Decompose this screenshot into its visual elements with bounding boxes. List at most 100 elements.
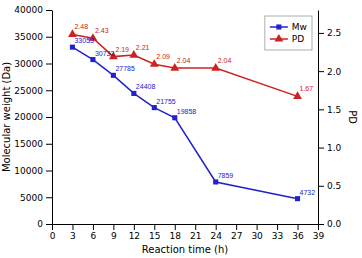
point — [295, 196, 300, 201]
tick: 20000 — [14, 112, 52, 122]
tick: 21 — [190, 224, 201, 241]
legend-box — [265, 16, 312, 50]
tick: 33 — [272, 224, 283, 241]
tick-label: 3 — [70, 231, 76, 241]
marks — [68, 29, 302, 201]
tick-mark — [46, 224, 52, 225]
tick: 24 — [210, 224, 222, 241]
tick-mark — [52, 224, 53, 230]
tick-label: 6 — [91, 231, 97, 241]
point — [111, 73, 116, 78]
tick-label: 0.0 — [327, 219, 342, 229]
tick-label: 20000 — [14, 112, 43, 122]
tick: 6 — [91, 224, 97, 241]
tick-label: 30 — [251, 231, 263, 241]
tick-label: 35000 — [14, 32, 43, 42]
tick: 18 — [170, 224, 182, 241]
legend-item: Mw — [270, 22, 307, 32]
y-axis-title: Molecular weight (Da) — [1, 62, 12, 172]
data-label: 21755 — [156, 98, 176, 105]
tick: 12 — [129, 224, 140, 241]
tick: 27 — [231, 224, 242, 241]
tick-label: 33 — [272, 231, 283, 241]
tick: 15000 — [14, 139, 52, 149]
tick: 0.5 — [318, 181, 341, 191]
point — [293, 91, 302, 99]
data-label: 2.04 — [218, 57, 232, 64]
tick-label: 1.0 — [327, 143, 342, 153]
tick-mark — [46, 37, 52, 38]
tick-mark — [46, 197, 52, 198]
tick-mark — [236, 224, 237, 230]
axis-line — [318, 11, 319, 225]
tick-label: 2.0 — [327, 67, 342, 77]
legend-label: PD — [292, 34, 304, 44]
tick: 1.5 — [318, 105, 341, 115]
tick-label: 18 — [170, 231, 182, 241]
data-label: 19858 — [177, 108, 197, 115]
data-label: 27785 — [115, 65, 135, 72]
data-label: 33053 — [74, 37, 94, 44]
data-label: 4732 — [300, 189, 316, 196]
tick-label: 10000 — [14, 166, 43, 176]
y2-axis-title: PD — [347, 110, 358, 124]
tick: 9 — [111, 224, 117, 241]
point — [90, 57, 95, 62]
tick-label: 1.5 — [327, 105, 341, 115]
tick: 0 — [37, 219, 52, 229]
tick-label: 27 — [231, 231, 242, 241]
tick: 3 — [70, 224, 76, 241]
data-label: 2.43 — [95, 27, 109, 34]
series-line — [72, 47, 297, 199]
tick-label: 0.5 — [327, 181, 341, 191]
tick-mark — [46, 10, 52, 11]
tick-mark — [216, 224, 217, 230]
point — [150, 59, 159, 67]
tick-label: 30000 — [14, 59, 43, 69]
point — [70, 45, 75, 50]
data-label: 2.19 — [115, 46, 129, 53]
axis-line — [52, 11, 53, 225]
tick: 39 — [313, 224, 325, 241]
tick: 0 — [50, 224, 56, 241]
tick-mark — [195, 224, 196, 230]
tick: 30 — [251, 224, 263, 241]
tick-mark — [134, 224, 135, 230]
point — [170, 63, 179, 71]
tick: 40000 — [14, 5, 52, 15]
point — [129, 50, 138, 58]
chart: 0369121518212427303336390500010000150002… — [0, 0, 362, 258]
tick-mark — [46, 117, 52, 118]
point — [213, 179, 218, 184]
data-label: 2.21 — [136, 44, 150, 51]
data-label: 2.04 — [177, 57, 191, 64]
tick-mark — [257, 224, 258, 230]
y-axis: 0 5000 10000 15000 20000 25000 30000 35000 40000 — [14, 5, 52, 229]
tick: 35000 — [14, 32, 52, 42]
tick-mark — [318, 109, 324, 110]
tick: 10000 — [14, 166, 52, 176]
data-label: 2.48 — [74, 23, 88, 30]
tick: 25000 — [14, 86, 52, 96]
tick-label: 40000 — [14, 5, 43, 15]
y2-axis: 0.00.51.01.52.02.5 — [318, 11, 342, 230]
tick-mark — [46, 171, 52, 172]
tick-mark — [277, 224, 278, 230]
tick: 36 — [292, 224, 304, 241]
tick-label: 0 — [37, 219, 43, 229]
tick-label: 15000 — [14, 139, 43, 149]
point — [152, 105, 157, 110]
tick-label: 5000 — [20, 193, 43, 203]
tick-label: 0 — [50, 231, 56, 241]
tick-mark — [318, 71, 324, 72]
point — [172, 115, 177, 120]
legend-item: PD — [270, 34, 304, 44]
tick: 5000 — [20, 193, 52, 203]
series-line — [72, 34, 297, 96]
tick: 1.0 — [318, 143, 342, 153]
tick-mark — [113, 224, 114, 230]
tick-label: 15 — [149, 231, 160, 241]
tick-mark — [318, 186, 324, 187]
tick-mark — [318, 33, 324, 34]
tick-label: 25000 — [14, 86, 43, 96]
